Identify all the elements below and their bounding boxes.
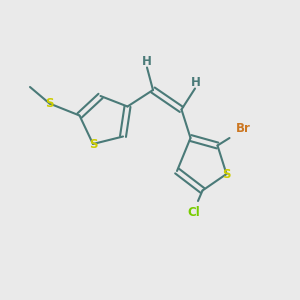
Text: S: S xyxy=(89,137,97,151)
Text: Br: Br xyxy=(236,122,250,136)
Text: S: S xyxy=(222,167,231,181)
Text: Cl: Cl xyxy=(187,206,200,220)
Text: H: H xyxy=(191,76,200,89)
Text: H: H xyxy=(142,55,151,68)
Text: S: S xyxy=(45,97,54,110)
